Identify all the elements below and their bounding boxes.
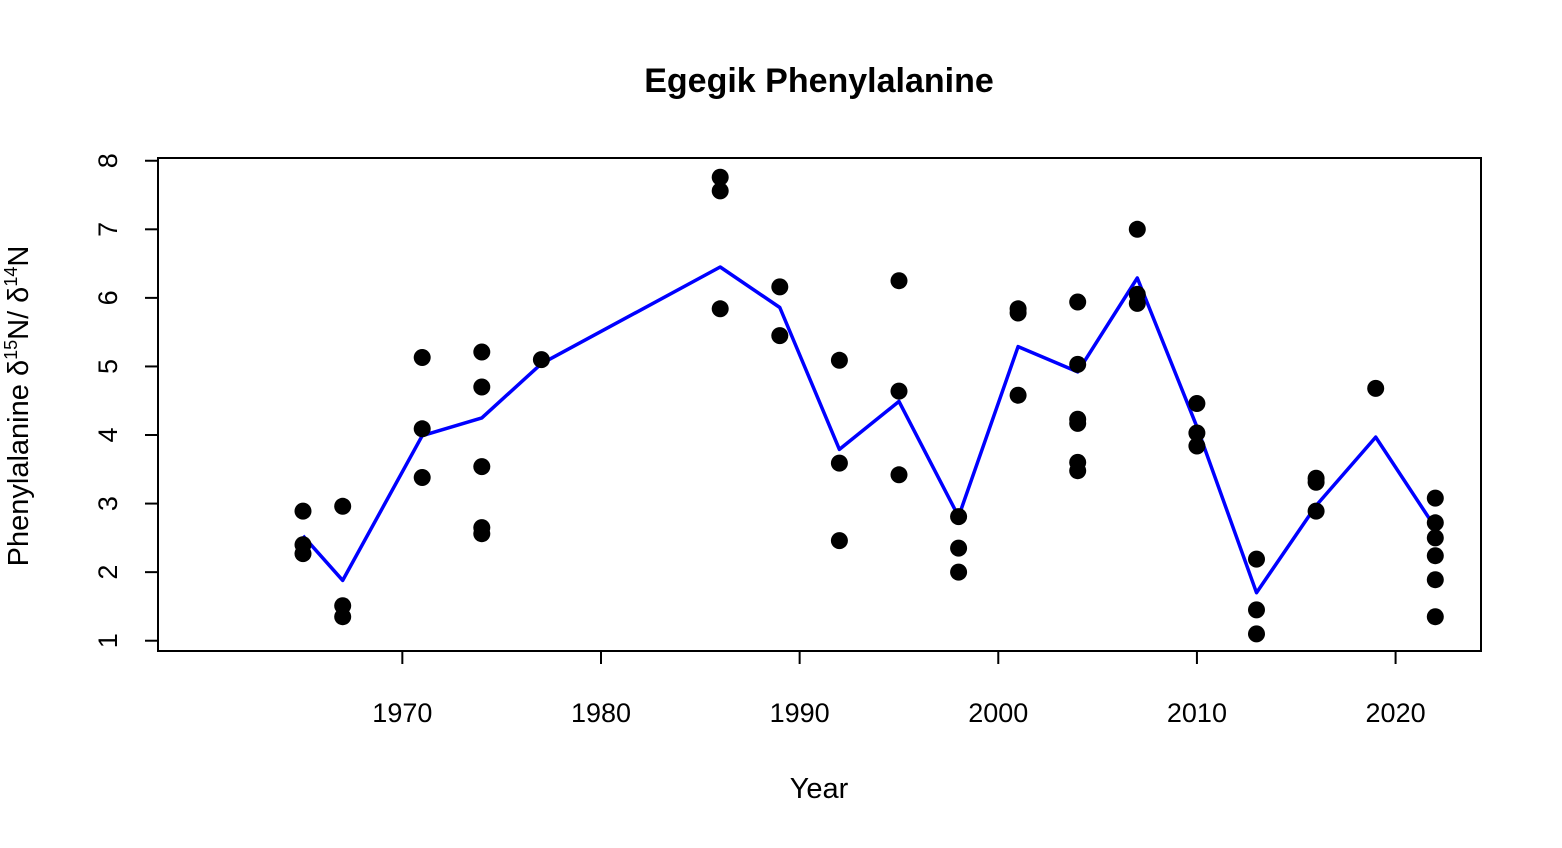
data-point [473, 458, 491, 476]
y-tick-label: 8 [93, 153, 123, 168]
data-point [1069, 414, 1087, 432]
x-tick-label: 1990 [770, 698, 830, 728]
data-point [334, 497, 352, 515]
data-point [1188, 437, 1206, 455]
data-point [711, 168, 729, 186]
data-point [830, 532, 848, 550]
data-point [473, 525, 491, 543]
data-point [890, 466, 908, 484]
x-tick-label: 2020 [1366, 698, 1426, 728]
data-point [890, 382, 908, 400]
data-point [1367, 379, 1385, 397]
x-tick-label: 2000 [968, 698, 1028, 728]
data-point [1426, 608, 1444, 626]
x-tick-label: 1980 [571, 698, 631, 728]
data-point [830, 454, 848, 472]
mean-line-series [301, 265, 1437, 595]
y-tick-label: 3 [93, 496, 123, 511]
data-points-series [294, 168, 1444, 643]
data-point [1009, 304, 1027, 322]
data-point [413, 420, 431, 438]
chart-title: Egegik Phenylalanine [644, 62, 994, 100]
data-point [1426, 529, 1444, 547]
data-point [830, 351, 848, 369]
data-point [1426, 514, 1444, 532]
data-point [1188, 424, 1206, 442]
data-point [1069, 462, 1087, 480]
data-point [1426, 571, 1444, 589]
data-point [1307, 473, 1325, 491]
data-point [1248, 601, 1265, 619]
data-point [473, 378, 491, 396]
y-tick-label: 6 [93, 290, 123, 305]
data-point [950, 563, 968, 581]
data-point [413, 469, 431, 486]
data-point [1069, 293, 1087, 311]
data-point [1426, 547, 1444, 565]
data-point [950, 539, 968, 557]
x-axis-label: Year [790, 773, 849, 805]
data-point [1188, 395, 1206, 412]
x-tick-label: 2010 [1167, 698, 1227, 728]
data-point [532, 351, 550, 369]
data-point [1128, 220, 1146, 238]
data-point [294, 545, 312, 563]
y-axis-label: Phenylalanine δ15N/ δ14N [1, 246, 35, 567]
data-point [1128, 294, 1146, 312]
y-tick-label: 1 [93, 633, 123, 648]
data-point [950, 508, 968, 526]
y-tick-label: 2 [93, 565, 123, 580]
data-point [1069, 355, 1087, 373]
y-tick-label: 4 [93, 427, 123, 442]
y-axis: 1 2 3 4 5 6 7 8 [93, 153, 159, 648]
data-point [473, 343, 491, 361]
x-tick-label: 1970 [372, 698, 432, 728]
mean-line [301, 265, 1437, 595]
data-point [413, 349, 431, 366]
y-tick-label: 7 [93, 222, 123, 237]
data-point [711, 182, 729, 200]
x-axis: 1970 1980 1990 2000 2010 2020 [372, 650, 1426, 728]
data-point [711, 300, 729, 318]
data-point [1248, 550, 1265, 568]
data-point [1307, 502, 1325, 520]
y-tick-label: 5 [93, 359, 123, 374]
data-point [1248, 625, 1265, 643]
data-point [294, 502, 312, 520]
data-point [334, 608, 352, 626]
data-point [1426, 489, 1444, 507]
data-point [771, 327, 789, 345]
data-point [1009, 386, 1027, 404]
data-point [890, 272, 908, 290]
data-point [771, 278, 789, 296]
